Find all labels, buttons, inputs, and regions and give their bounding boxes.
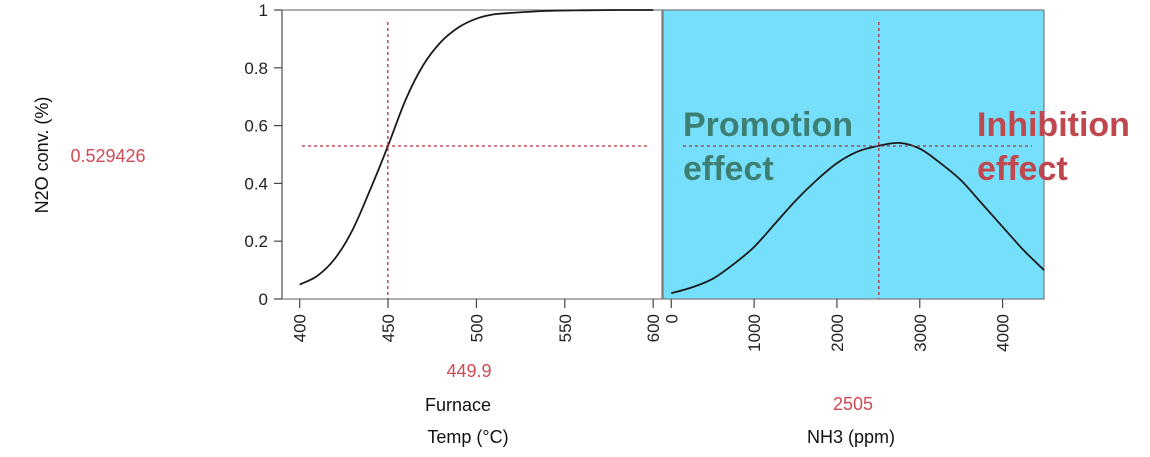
x-tick-label: 0 bbox=[662, 314, 681, 323]
furnace-temp-plot bbox=[299, 9, 654, 299]
y-tick-label: 0 bbox=[259, 290, 268, 309]
nh3-x-axis: 0 1000 2000 3000 4000 bbox=[662, 299, 1013, 352]
nh3-panel[interactable] bbox=[662, 9, 1045, 300]
y-current-value: 0.529426 bbox=[70, 146, 145, 166]
nh3-plot bbox=[671, 22, 1045, 299]
series-line bbox=[299, 9, 654, 286]
y-tick-label: 0.4 bbox=[244, 174, 268, 193]
inhibition-effect-label-line2: effect bbox=[977, 150, 1068, 188]
promotion-effect-label-line2: effect bbox=[683, 150, 774, 188]
x-tick-label: 1000 bbox=[745, 314, 764, 352]
promotion-effect-label-line1: Promotion bbox=[683, 106, 853, 144]
y-tick-label: 1 bbox=[259, 1, 268, 20]
furnace-temp-current-value: 449.9 bbox=[446, 361, 491, 381]
x-tick-label: 2000 bbox=[828, 314, 847, 352]
y-tick-label: 0.6 bbox=[244, 117, 268, 136]
nh3-current-value: 2505 bbox=[833, 394, 873, 414]
inhibition-effect-label-line1: Inhibition bbox=[977, 106, 1130, 144]
furnace-temp-x-axis-label-line2: Temp (°C) bbox=[427, 427, 508, 447]
x-tick-label: 3000 bbox=[911, 314, 930, 352]
y-axis: 0 0.2 0.4 0.6 0.8 1 bbox=[244, 1, 283, 309]
y-tick-label: 0.2 bbox=[244, 232, 268, 251]
furnace-temp-x-axis-label-line1: Furnace bbox=[425, 395, 491, 415]
x-tick-label: 400 bbox=[291, 314, 310, 342]
nh3-x-axis-label: NH3 (ppm) bbox=[807, 427, 895, 447]
x-tick-label: 4000 bbox=[994, 314, 1013, 352]
series-line bbox=[671, 141, 1045, 295]
furnace-temp-panel bbox=[281, 9, 663, 300]
x-tick-label: 550 bbox=[556, 314, 575, 342]
y-tick-label: 0.8 bbox=[244, 59, 268, 78]
x-tick-label: 450 bbox=[379, 314, 398, 342]
x-tick-label: 500 bbox=[467, 314, 486, 342]
x-tick-label: 600 bbox=[644, 314, 663, 342]
furnace-temp-x-axis: 400 450 500 550 600 bbox=[291, 299, 663, 342]
y-axis-label: N2O conv. (%) bbox=[32, 97, 52, 214]
